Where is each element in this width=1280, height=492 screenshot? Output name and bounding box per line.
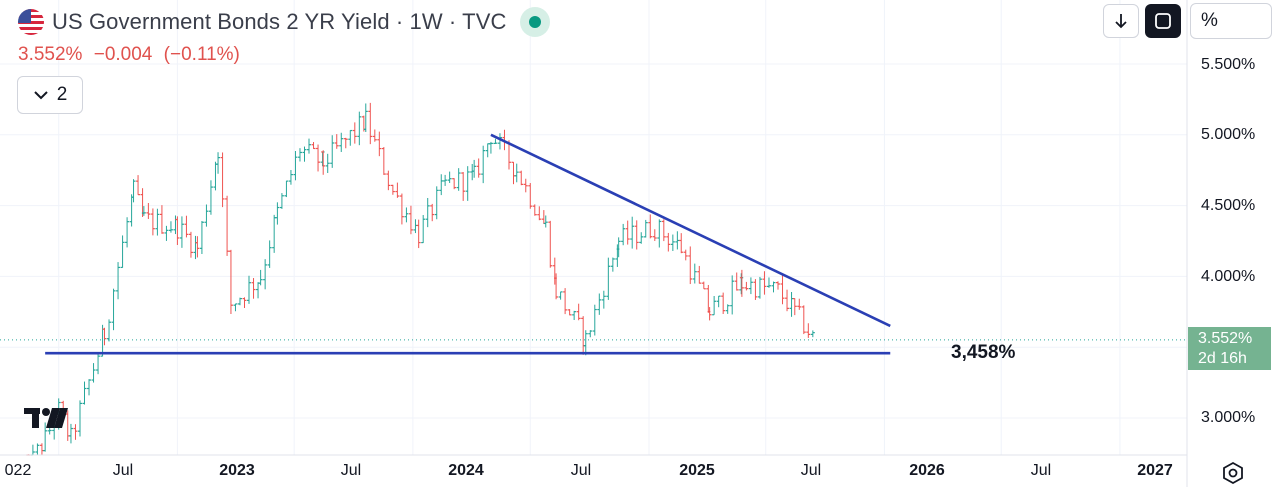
drawing-layer[interactable] — [0, 133, 1187, 355]
download-icon — [1115, 14, 1127, 29]
price-axis-label: 5.000% — [1201, 126, 1256, 143]
indicators-collapse-button[interactable]: 2 — [17, 76, 83, 114]
fullscreen-icon — [1155, 13, 1171, 29]
time-axis-label: 2027 — [1137, 462, 1173, 479]
current-price-value: 3.552% — [1198, 330, 1253, 347]
tradingview-logo[interactable] — [24, 405, 70, 436]
download-button[interactable] — [1103, 4, 1139, 38]
price-axis-label: 3.000% — [1201, 409, 1256, 426]
last-price: 3.552% — [18, 44, 83, 65]
gear-icon — [1223, 461, 1243, 485]
chart-header: US Government Bonds 2 YR Yield · 1W · TV… — [18, 6, 551, 38]
time-axis-label: 2023 — [219, 462, 255, 479]
time-axis-label: Jul — [570, 462, 592, 479]
market-open-dot — [529, 16, 542, 28]
price-change-percent: (−0.11%) — [163, 44, 240, 65]
time-axis-label: 2025 — [679, 462, 715, 479]
chevron-down-icon — [33, 91, 48, 100]
indicators-count: 2 — [56, 84, 68, 105]
time-axis-label: Jul — [112, 462, 134, 479]
candlestick-series[interactable] — [26, 102, 815, 456]
time-axis-label: 2024 — [448, 462, 484, 479]
price-axis-label: 5.500% — [1201, 56, 1256, 73]
percent-scale-button[interactable]: % — [1190, 3, 1272, 39]
time-axis-label: 022 — [4, 462, 32, 479]
symbol-title[interactable]: US Government Bonds 2 YR Yield · 1W · TV… — [52, 9, 507, 34]
quote-line: 3.552% −0.004 (−0.11%) — [18, 44, 246, 66]
price-change: −0.004 — [93, 44, 153, 65]
market-status-indicator[interactable] — [520, 7, 551, 37]
time-axis-label: Jul — [1030, 462, 1052, 479]
fullscreen-button[interactable] — [1145, 4, 1181, 38]
chart-settings-button[interactable] — [1219, 459, 1247, 487]
time-axis-label: Jul — [340, 462, 362, 479]
price-axis-label: 4.000% — [1201, 268, 1256, 285]
resistance-trendline[interactable] — [490, 133, 891, 328]
chart-grid — [0, 0, 1187, 455]
tradingview-logo-icon — [24, 408, 68, 428]
time-axis-label: Jul — [800, 462, 822, 479]
price-axis-label: 4.500% — [1201, 197, 1256, 214]
percent-label: % — [1201, 10, 1218, 31]
bar-countdown: 2d 16h — [1198, 350, 1247, 367]
current-price-label: 3.552% 2d 16h — [1188, 327, 1271, 370]
time-axis-label: 2026 — [909, 462, 945, 479]
us-flag-icon — [18, 9, 44, 35]
support-level-label: 3,458% — [951, 342, 1016, 363]
